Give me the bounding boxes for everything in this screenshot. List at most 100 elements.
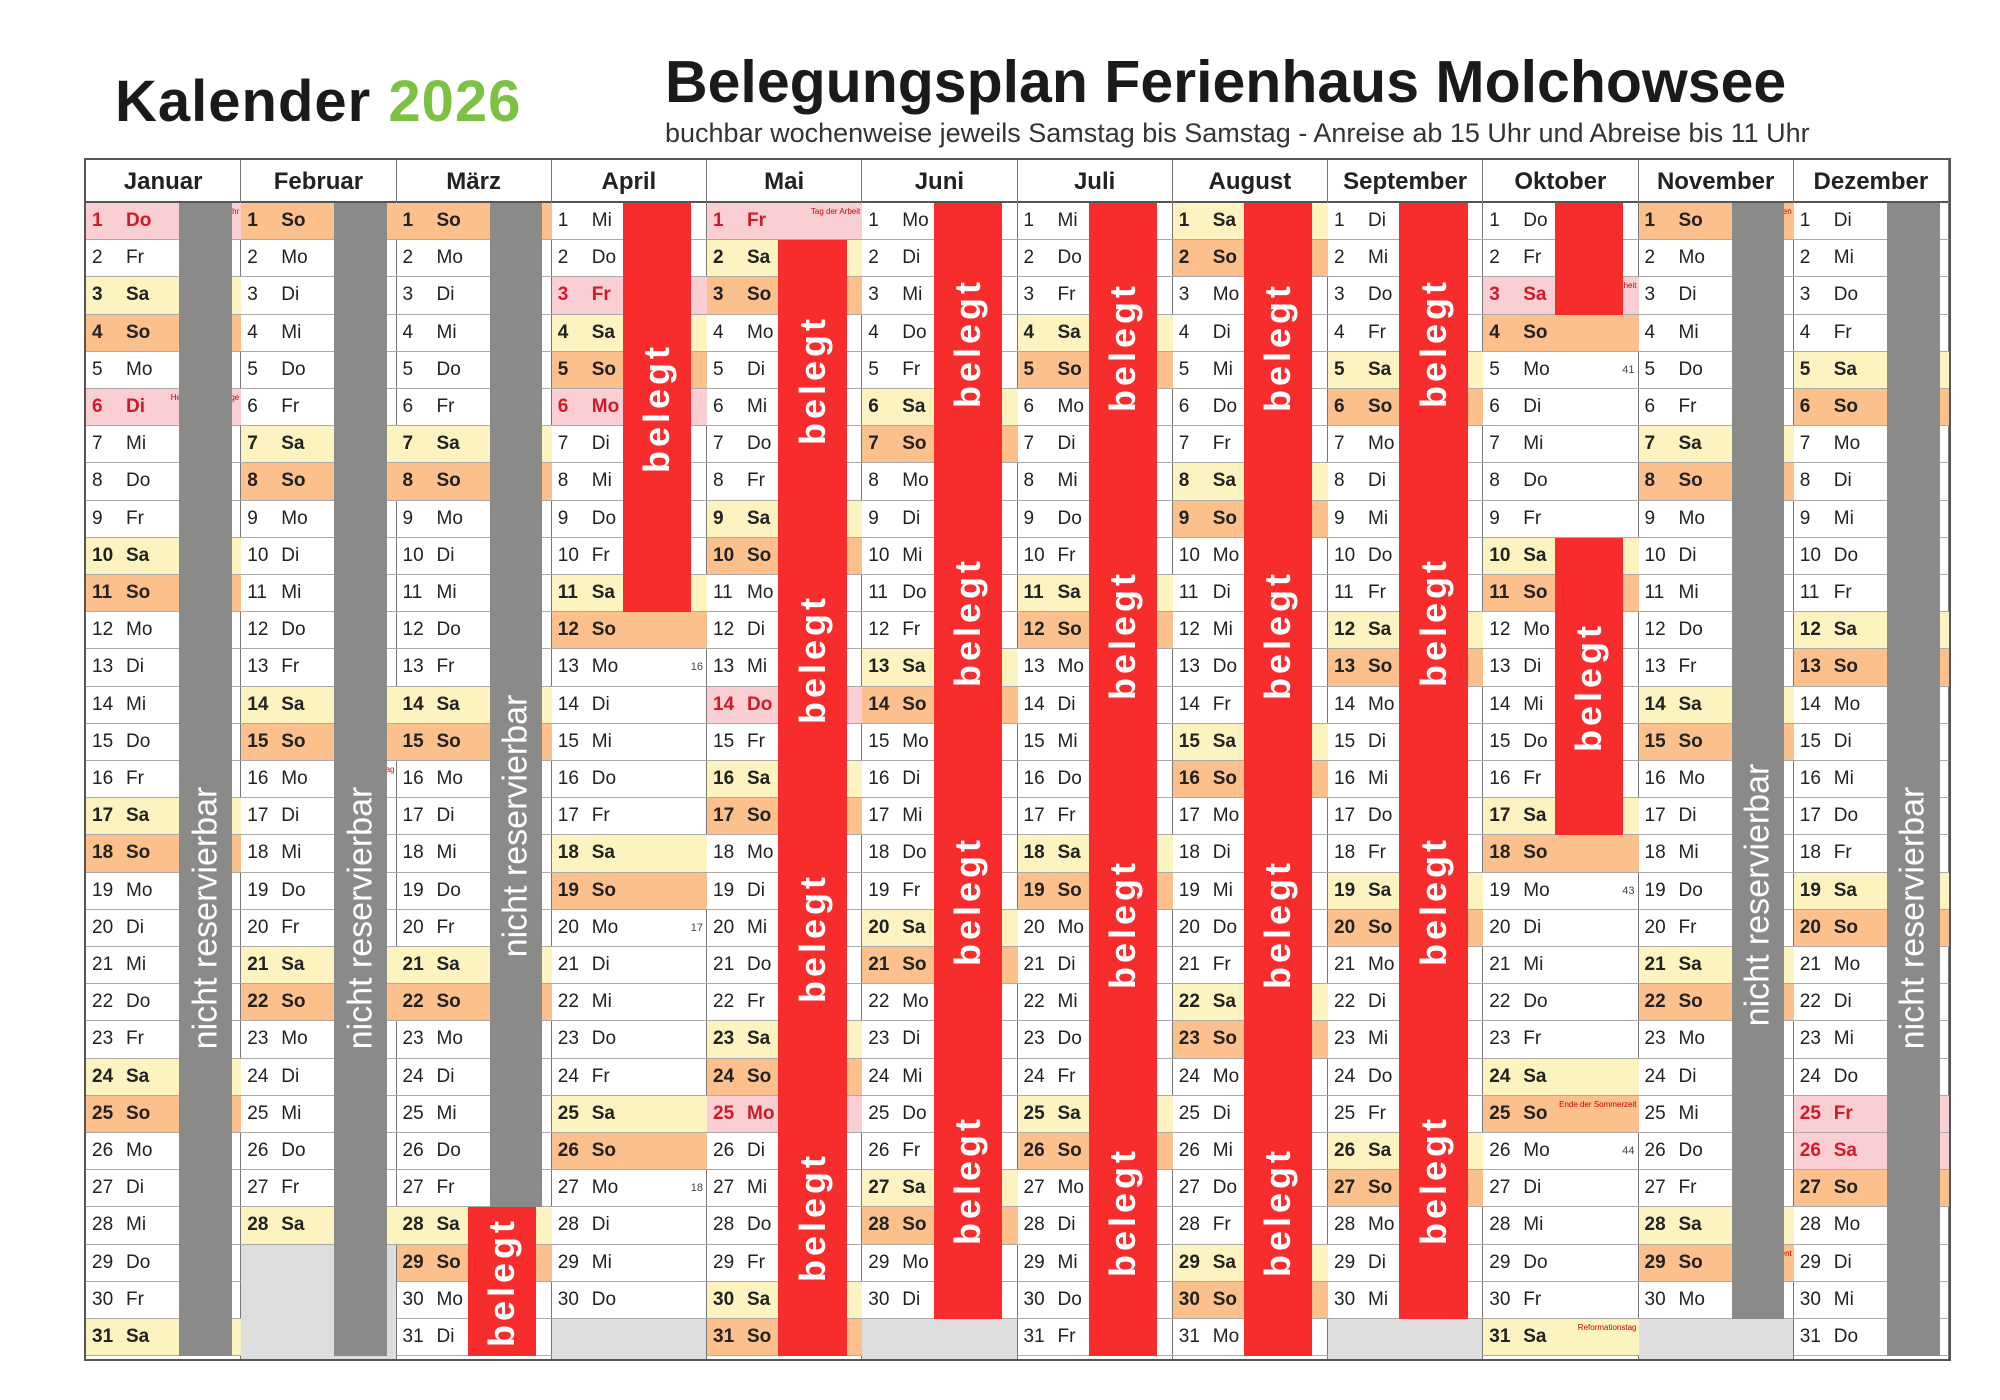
weekday: Fr (1368, 842, 1386, 864)
weekday: Mi (1057, 470, 1078, 492)
weekday: Mo (1833, 1214, 1861, 1236)
day-number: 18 (1178, 842, 1200, 864)
day-number: 10 (1023, 544, 1045, 566)
day-number: 7 (1489, 433, 1500, 455)
day-cell: 9 Fr (86, 501, 242, 538)
day-number: 17 (1644, 805, 1666, 827)
day-cell: 23 Mo (1638, 1021, 1794, 1059)
day-number: 7 (1799, 433, 1811, 455)
day-number: 9 (402, 507, 414, 529)
day-number: 18 (868, 842, 890, 864)
day-number: 25 (557, 1102, 579, 1124)
empty-filler (862, 1319, 1017, 1359)
weekday: Mo (1057, 1177, 1084, 1199)
day-number: 1 (92, 210, 103, 231)
day-number: 13 (1489, 656, 1511, 678)
day-number: 26 (557, 1140, 579, 1161)
weekday: So (1833, 1177, 1859, 1199)
day-number: 29 (1023, 1251, 1045, 1273)
weekday: So (1057, 619, 1082, 641)
day-number: 22 (868, 991, 890, 1013)
day-number: 15 (557, 730, 579, 752)
weekday: Fr (1523, 768, 1542, 789)
day-number: 25 (1644, 1102, 1666, 1124)
weekday: Mo (1368, 693, 1395, 715)
day-number: 20 (1644, 916, 1666, 938)
weekday: So (1678, 1251, 1703, 1273)
belegt-label: belegt (1257, 282, 1299, 413)
day-cell: 10 Do (1793, 538, 1949, 575)
weekday: Fr (1523, 1028, 1542, 1050)
weekday: Sa (1833, 358, 1857, 380)
day-number: 27 (1489, 1177, 1511, 1199)
weekday: Fr (1212, 954, 1231, 975)
weekday: So (126, 842, 151, 864)
day-number: 9 (1489, 507, 1500, 529)
weekday: Di (1523, 656, 1542, 678)
weekday: Di (902, 247, 921, 269)
weekday: Do (436, 1140, 461, 1161)
day-number: 14 (92, 693, 114, 715)
weekday: Mi (1057, 1251, 1078, 1273)
weekday: So (1368, 1177, 1393, 1199)
day-number: 25 (247, 1102, 269, 1124)
weekday: Sa (1833, 619, 1857, 641)
day-cell: 11 Mi (1638, 575, 1794, 613)
weekday: Mi (902, 284, 923, 306)
not-reservable-label: nicht reservierbar (1893, 786, 1932, 1050)
day-cell: 15 Mi (551, 724, 707, 761)
weekday: Do (902, 1102, 927, 1124)
weekday: Mi (902, 544, 923, 566)
day-number: 29 (92, 1251, 114, 1273)
day-number: 30 (1023, 1288, 1045, 1310)
weekday: Di (436, 1326, 455, 1347)
weekday: Mo (1368, 954, 1395, 975)
day-number: 2 (1178, 247, 1190, 269)
weekday: Sa (126, 284, 150, 306)
weekday: Sa (1833, 879, 1857, 901)
weekday: Mo (1212, 284, 1240, 306)
weekday: So (281, 470, 306, 492)
day-number: 18 (1489, 842, 1511, 864)
day-cell: 12 Do (241, 612, 397, 650)
day-number: 26 (1644, 1140, 1666, 1161)
weekday: So (1057, 1140, 1082, 1161)
weekday: Mo (747, 321, 774, 343)
day-cell: 2 Mo (241, 240, 397, 278)
belegt-label: belegt (946, 1114, 988, 1245)
weekday: Di (591, 693, 610, 715)
day-number: 1 (1799, 210, 1811, 231)
day-number: 26 (713, 1140, 735, 1161)
weekday: So (1057, 879, 1082, 901)
day-cell: 8 Di (1793, 463, 1949, 501)
day-number: 26 (1489, 1140, 1511, 1161)
weekday: Di (1833, 991, 1852, 1013)
day-number: 22 (1023, 991, 1045, 1013)
weekday: Fr (902, 879, 921, 901)
weekday: Sa (1212, 730, 1236, 752)
day-number: 30 (1799, 1288, 1821, 1310)
day-number: 20 (402, 916, 424, 938)
belegt-block (623, 203, 692, 613)
weekday: Fr (436, 396, 455, 417)
belegt-label: belegt (1567, 621, 1609, 752)
day-cell: 29 Do (1483, 1245, 1639, 1282)
weekday: Fr (1212, 433, 1231, 455)
weekday: So (902, 433, 927, 455)
weekday: Mo (1523, 358, 1550, 380)
not-reservable-block (1731, 203, 1785, 1319)
weekday: Mi (1368, 1028, 1389, 1050)
month-header: Oktober (1483, 160, 1638, 203)
day-cell: 19 Mo (86, 873, 242, 910)
weekday: Sa (1678, 433, 1702, 455)
day-number: 28 (1489, 1214, 1511, 1236)
day-cell: 12 Mo (86, 612, 242, 650)
day-number: 5 (1644, 358, 1656, 380)
day-number: 6 (247, 396, 258, 417)
weekday: Sa (902, 916, 926, 938)
day-cell: 21 Mi (86, 947, 242, 985)
day-number: 4 (868, 321, 879, 343)
day-number: 13 (1023, 656, 1045, 678)
weekday: Do (1212, 916, 1238, 938)
day-number: 19 (1644, 879, 1666, 901)
